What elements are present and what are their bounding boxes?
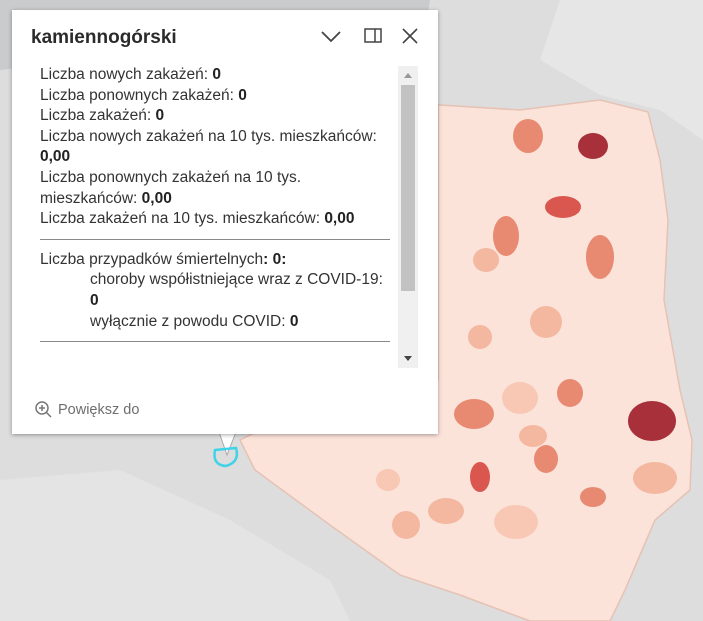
field-label: choroby współistniejące wraz z COVID-19: (90, 271, 383, 289)
scrollbar[interactable] (398, 66, 418, 368)
separator (40, 238, 390, 240)
district (519, 425, 547, 447)
districts (376, 119, 677, 539)
zoom-link[interactable]: Powiększ do (34, 400, 139, 419)
field-value: 0 (155, 107, 165, 125)
collapse-button[interactable] (320, 26, 342, 46)
field-value: : 0: (263, 250, 287, 268)
field: Liczba ponownych zakażeń: 0 (40, 86, 390, 107)
district (628, 401, 676, 441)
land-light (540, 0, 703, 140)
field-value: 0,00 (40, 148, 71, 166)
scroll-down[interactable] (398, 352, 418, 366)
district (578, 133, 608, 159)
field-label: Liczba zakażeń: (40, 107, 152, 125)
field-label: Liczba ponownych zakażeń na 10 tys. mies… (40, 168, 302, 207)
district (473, 248, 499, 272)
district (376, 469, 400, 491)
district (586, 235, 614, 279)
selected-district[interactable] (213, 446, 239, 468)
separator (40, 341, 390, 343)
field-label: Liczba ponownych zakażeń: (40, 86, 234, 104)
fields: Liczba nowych zakażeń: 0 Liczba ponownych… (40, 65, 390, 230)
scroll-up[interactable] (398, 68, 418, 82)
sub-fields: choroby współistniejące wraz z COVID-19:… (40, 270, 390, 332)
popup-pointer (218, 431, 237, 457)
field-value: 0,00 (324, 210, 355, 228)
field: Liczba ponownych zakażeń na 10 tys. mies… (40, 168, 390, 209)
district (545, 196, 581, 218)
district (454, 399, 494, 429)
field-value: 0 (212, 66, 221, 83)
field: choroby współistniejące wraz z COVID-19:… (40, 270, 390, 311)
district (534, 445, 558, 473)
popup-title: kamiennogórski (31, 27, 177, 48)
field: Liczba zakażeń na 10 tys. mieszkańców: 0… (40, 209, 390, 230)
field: wyłącznie z powodu COVID: 0 (40, 312, 390, 333)
district (580, 487, 606, 507)
zoom-icon (35, 401, 52, 418)
field: Liczba zakażeń: 0 (40, 106, 390, 127)
dock-button[interactable] (363, 26, 383, 46)
field: Liczba nowych zakażeń: 0 (40, 65, 390, 86)
field-label: wyłącznie z powodu COVID: (90, 312, 286, 330)
land-light (0, 470, 350, 621)
field-value: 0 (289, 312, 299, 330)
close-button[interactable] (400, 26, 420, 46)
field: Liczba nowych zakażeń na 10 tys. mieszka… (40, 127, 390, 168)
field-label: Liczba przypadków śmiertelnych (40, 250, 264, 268)
field-value: 0 (238, 86, 247, 104)
district (428, 498, 464, 524)
district (530, 306, 562, 338)
zoom-text: Powiększ do (58, 401, 140, 418)
field: Liczba przypadków śmiertelnych: 0: (40, 250, 390, 271)
field-label: Liczba nowych zakażeń na 10 tys. mieszka… (40, 127, 377, 145)
district (468, 325, 492, 349)
district (502, 382, 538, 414)
field-label: Liczba nowych zakażeń: (40, 66, 209, 83)
district (493, 216, 519, 256)
scroll-thumb[interactable] (401, 85, 415, 291)
field-value: 0,00 (141, 189, 172, 207)
district (557, 379, 583, 407)
district (470, 462, 490, 492)
district (494, 505, 538, 539)
field-value: 0 (90, 291, 99, 309)
district (513, 119, 543, 153)
popup-content: Liczba nowych zakażeń: 0 Liczba ponownych… (40, 65, 390, 370)
district (392, 511, 420, 539)
district (633, 462, 677, 494)
field-label: Liczba zakażeń na 10 tys. mieszkańców: (40, 210, 320, 228)
